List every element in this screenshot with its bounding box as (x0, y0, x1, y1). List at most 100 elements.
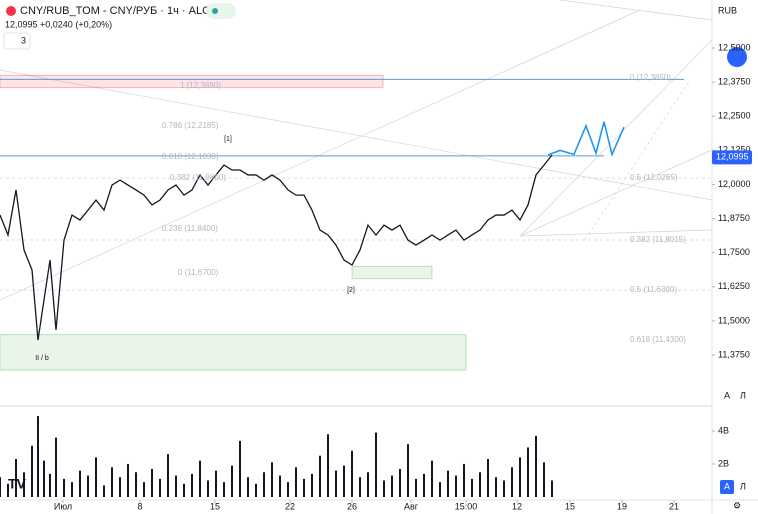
y-tick-label: 11,5000 (718, 315, 750, 325)
x-tick-label: 15 (565, 501, 575, 511)
x-tick-label: 8 (137, 501, 142, 511)
wave-label: [2] (347, 287, 355, 294)
fib-label: 0.382 (11,8015) (630, 235, 686, 244)
volume-bar (503, 480, 505, 497)
volume-bar (295, 467, 297, 497)
volume-bar (447, 470, 449, 497)
volume-bar (43, 460, 45, 497)
volume-bar (351, 450, 353, 497)
fib-label: 0.382 (11,9800) (170, 173, 226, 182)
x-tick-label: 15:00 (455, 501, 478, 511)
volume-bar (191, 473, 193, 497)
indicator-count: 3 (21, 35, 26, 45)
volume-bar (159, 478, 161, 497)
volume-bar (375, 432, 377, 497)
wave-label: [1] (224, 136, 232, 143)
currency[interactable]: RUB (718, 5, 737, 15)
volume-bar (527, 447, 529, 497)
x-tick-label: 12 (512, 501, 522, 511)
zone (0, 334, 467, 371)
x-tick-label: 15 (210, 501, 220, 511)
volume-bar (367, 472, 369, 497)
volume-bar (407, 444, 409, 497)
volume-bar (319, 455, 321, 497)
y-tick-label: 11,7500 (718, 247, 750, 257)
x-tick-label: Июл (54, 501, 72, 511)
volume-bar (143, 482, 145, 497)
volume-bar (175, 475, 177, 497)
symbol-icon (6, 6, 16, 16)
x-tick-label: Авг (404, 501, 419, 511)
x-tick-label: 22 (285, 501, 295, 511)
volume-bar (543, 462, 545, 497)
volume-bar (415, 478, 417, 497)
x-tick-label: 19 (617, 501, 627, 511)
price-tag-label: 12,0995 (716, 152, 749, 162)
volume-bar (391, 475, 393, 497)
scale-button[interactable] (720, 480, 734, 494)
volume-bar (215, 470, 217, 497)
volume-bar (439, 482, 441, 497)
volume-bar (247, 477, 249, 497)
wave-label: II / b (35, 355, 49, 362)
volume-bar (183, 483, 185, 497)
volume-bar (495, 477, 497, 497)
y-tick-label: 12,1250 (718, 145, 751, 155)
volume-bar (519, 457, 521, 497)
volume-bar (103, 485, 105, 497)
plot: 1 (12,3880) 0.786 (12,2185) 0.618 (12,1030… (0, 73, 686, 497)
fib-label: 0.618 (12,1030) (162, 152, 219, 161)
scale-button[interactable]: Л (740, 390, 746, 400)
indicator-toggle[interactable] (3, 32, 31, 50)
volume-bar (15, 459, 17, 497)
fib-label: 0.618 (11,4300) (630, 335, 686, 344)
volume-bar (255, 483, 257, 497)
volume-bar (303, 478, 305, 497)
volume-bar (383, 480, 385, 497)
volume-bar (343, 465, 345, 497)
price-tag (712, 150, 752, 165)
volume-bar (471, 478, 473, 497)
status-badge[interactable] (206, 3, 236, 19)
y-tick-label: 11,6250 (718, 281, 750, 291)
drawing-lines (0, 0, 713, 301)
scale-button[interactable]: A (724, 390, 730, 400)
volume-bar (423, 473, 425, 497)
fib-label: 0.786 (12,2185) (162, 121, 219, 130)
volume-bar (79, 470, 81, 497)
volume-bar (455, 475, 457, 497)
volume-bar (49, 473, 51, 497)
fib-label: 0.5 (12,0265) (630, 173, 678, 182)
volume-bar (487, 459, 489, 497)
status-dot (212, 8, 218, 14)
x-tick-label: 21 (669, 501, 679, 511)
settings-icon[interactable]: ⚙ (733, 500, 741, 510)
volume-bar (37, 416, 39, 497)
volume-bar (63, 478, 65, 497)
x-tick-label: 26 (347, 501, 357, 511)
volume-bar (239, 440, 241, 497)
volume-bar (335, 470, 337, 497)
projection (547, 121, 625, 157)
volume-bar (111, 467, 113, 497)
y-tick-label: 12,5000 (718, 42, 751, 52)
volume-bar (167, 454, 169, 497)
y-tick-label: 12,0000 (718, 179, 751, 189)
volume-bar (511, 467, 513, 497)
fib-label: 0 (12,3850) (630, 73, 671, 82)
zone (0, 74, 384, 89)
price-change: 12,0995 +0,0240 (+0,20%) (5, 19, 112, 29)
volume-bar (311, 473, 313, 497)
volume-bar (271, 462, 273, 497)
volume-bar (431, 460, 433, 497)
symbol-title: CNY/RUB_TOM - CNY/РУБ · 1ч · ALOR (20, 5, 219, 17)
volume-bar (71, 482, 73, 497)
add-button[interactable] (727, 47, 747, 67)
volume-bar (135, 472, 137, 497)
volume-bar (127, 463, 129, 497)
scale-button-label: Л (740, 481, 746, 491)
volume-bar (199, 460, 201, 497)
y-tick-label: 12,3750 (718, 77, 751, 87)
